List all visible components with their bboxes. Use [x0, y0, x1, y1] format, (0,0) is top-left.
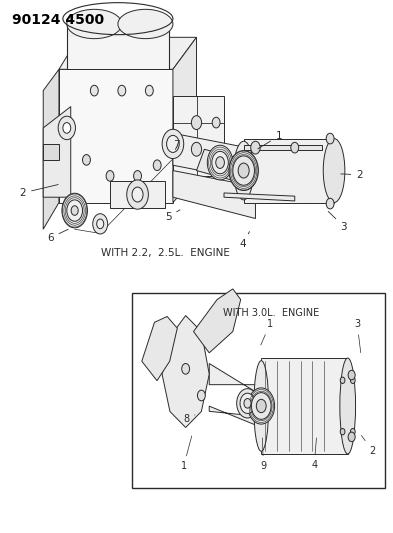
- Ellipse shape: [132, 187, 143, 202]
- Polygon shape: [67, 27, 169, 69]
- Polygon shape: [59, 69, 173, 203]
- Ellipse shape: [208, 145, 233, 180]
- Polygon shape: [110, 181, 165, 208]
- Ellipse shape: [233, 156, 255, 185]
- Circle shape: [145, 85, 153, 96]
- Ellipse shape: [238, 163, 249, 178]
- Ellipse shape: [244, 399, 251, 408]
- Text: 90124 4500: 90124 4500: [12, 13, 104, 27]
- Polygon shape: [261, 358, 348, 454]
- Text: 3: 3: [354, 319, 361, 353]
- Text: WITH 2.2,  2.5L.  ENGINE: WITH 2.2, 2.5L. ENGINE: [101, 248, 230, 258]
- Circle shape: [251, 141, 260, 154]
- Circle shape: [348, 370, 355, 380]
- Ellipse shape: [71, 206, 78, 215]
- Ellipse shape: [162, 130, 184, 159]
- Polygon shape: [59, 37, 196, 69]
- Polygon shape: [43, 69, 59, 229]
- Circle shape: [197, 390, 205, 401]
- Ellipse shape: [340, 358, 356, 454]
- Ellipse shape: [237, 389, 258, 418]
- Ellipse shape: [229, 150, 259, 191]
- Circle shape: [291, 142, 299, 153]
- Ellipse shape: [252, 393, 271, 419]
- Polygon shape: [67, 21, 169, 37]
- Circle shape: [348, 432, 355, 442]
- Text: WITH 3.0L.  ENGINE: WITH 3.0L. ENGINE: [223, 308, 319, 318]
- Ellipse shape: [323, 139, 345, 203]
- Circle shape: [63, 123, 71, 133]
- Circle shape: [340, 429, 345, 435]
- Circle shape: [58, 116, 75, 140]
- Circle shape: [340, 377, 345, 383]
- Ellipse shape: [67, 9, 122, 39]
- Text: 4: 4: [311, 438, 317, 470]
- Ellipse shape: [216, 157, 224, 168]
- Polygon shape: [196, 149, 283, 192]
- Circle shape: [351, 429, 355, 435]
- Polygon shape: [173, 133, 283, 187]
- Polygon shape: [142, 317, 177, 381]
- Circle shape: [134, 171, 141, 181]
- Polygon shape: [173, 37, 196, 203]
- Ellipse shape: [62, 193, 87, 228]
- Ellipse shape: [67, 200, 83, 221]
- Ellipse shape: [240, 393, 255, 414]
- Ellipse shape: [256, 399, 266, 413]
- Text: 1: 1: [180, 436, 192, 471]
- Ellipse shape: [212, 151, 228, 174]
- Polygon shape: [224, 193, 295, 201]
- Text: 7: 7: [174, 140, 180, 150]
- Circle shape: [182, 364, 189, 374]
- Text: 9: 9: [261, 438, 266, 471]
- Polygon shape: [244, 139, 334, 203]
- Circle shape: [326, 198, 334, 209]
- Circle shape: [83, 155, 90, 165]
- Polygon shape: [43, 144, 59, 160]
- Polygon shape: [193, 289, 241, 353]
- Ellipse shape: [254, 361, 269, 451]
- Polygon shape: [244, 145, 322, 150]
- Circle shape: [90, 85, 98, 96]
- Text: 2: 2: [20, 184, 58, 198]
- Ellipse shape: [97, 219, 104, 229]
- Text: 2: 2: [362, 435, 376, 456]
- Polygon shape: [43, 107, 71, 197]
- Circle shape: [106, 171, 114, 181]
- Text: 3: 3: [328, 212, 347, 231]
- Ellipse shape: [118, 9, 173, 39]
- Ellipse shape: [248, 388, 275, 424]
- Circle shape: [212, 117, 220, 128]
- Text: 6: 6: [47, 229, 68, 243]
- Polygon shape: [173, 96, 224, 176]
- Text: 8: 8: [183, 414, 195, 424]
- Ellipse shape: [127, 180, 149, 209]
- Text: 5: 5: [165, 210, 180, 222]
- Ellipse shape: [93, 214, 108, 234]
- Circle shape: [118, 85, 126, 96]
- Bar: [132, 293, 385, 488]
- Circle shape: [326, 133, 334, 144]
- Polygon shape: [209, 364, 261, 395]
- Text: 1: 1: [261, 319, 273, 345]
- Circle shape: [153, 160, 161, 171]
- Ellipse shape: [234, 141, 253, 200]
- Text: 2: 2: [341, 170, 363, 180]
- Circle shape: [191, 142, 202, 156]
- Circle shape: [351, 377, 355, 383]
- Polygon shape: [209, 406, 261, 427]
- Text: 4: 4: [240, 232, 250, 249]
- Circle shape: [191, 116, 202, 130]
- Polygon shape: [173, 171, 255, 219]
- Ellipse shape: [167, 135, 179, 152]
- Text: 1: 1: [258, 131, 282, 149]
- Polygon shape: [162, 316, 209, 427]
